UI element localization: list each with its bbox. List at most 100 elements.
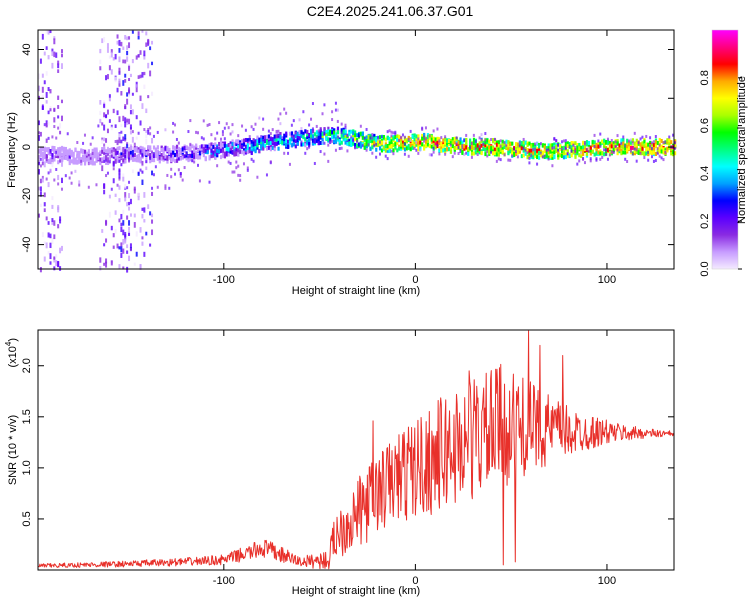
spectrogram-cell <box>124 35 127 40</box>
spectrogram-cell <box>124 104 127 109</box>
spectrogram-cell <box>233 152 236 157</box>
spectrogram-cell <box>411 134 414 139</box>
spectrogram-cell <box>511 141 514 146</box>
spectrogram-cell <box>564 141 568 146</box>
spectrogram-cell <box>149 211 152 216</box>
spectrogram-cell <box>168 153 171 158</box>
spectrogram-cell <box>55 167 58 171</box>
spectrogram-cell <box>304 137 307 142</box>
spectrogram-cell <box>128 77 131 82</box>
spectrogram-cell <box>273 141 276 146</box>
spectrogram-cell <box>122 80 125 86</box>
spectrogram-cell <box>82 158 85 163</box>
spectrogram-cell <box>118 246 121 250</box>
spectrogram-cell <box>442 144 445 149</box>
spectrogram-cell <box>114 76 117 83</box>
spectrogram-cell <box>126 202 129 207</box>
spectrogram-cell <box>386 130 389 134</box>
spectrogram-cell <box>39 178 42 184</box>
spectrogram-cell <box>258 116 261 120</box>
spectrogram-cell <box>62 146 66 151</box>
spectrogram-cell <box>143 251 146 257</box>
spectrogram-cell <box>118 177 121 181</box>
spectrogram-cell <box>545 151 548 156</box>
spectrogram-cell <box>493 137 496 141</box>
spectrogram-cell <box>338 138 341 143</box>
spectrogram-cell <box>103 156 106 161</box>
spectrogram-cell <box>340 132 343 137</box>
spectrogram-cell <box>672 150 675 155</box>
spectrogram-cell <box>310 128 313 133</box>
spectrogram-cell <box>350 129 353 134</box>
spectrogram-cell <box>637 150 640 155</box>
spectrogram-cell <box>151 219 154 224</box>
spectrogram-cell <box>461 150 464 155</box>
spectrogram-cell <box>352 141 355 146</box>
spectrogram-cell <box>120 242 123 247</box>
spectrogram-cell <box>294 144 297 149</box>
spectrogram-cell <box>597 141 600 146</box>
spectrogram-cell <box>118 173 121 179</box>
spectrogram-cell <box>426 141 430 146</box>
spectrogram-cell <box>589 148 592 153</box>
spectrogram-cell <box>122 59 125 64</box>
spectrogram-cell <box>273 134 276 139</box>
spectrogram-cell <box>421 136 424 141</box>
spectrogram-cell <box>426 134 430 139</box>
spectrogram-cell <box>233 170 236 174</box>
spectrogram-cell <box>89 160 92 165</box>
spectrogram-cell <box>398 146 401 151</box>
spectrogram-cell <box>120 152 123 157</box>
spectrogram-cell <box>296 138 299 143</box>
spectrogram-cell <box>409 139 412 143</box>
spectrogram-cell <box>566 144 569 149</box>
spectrogram-cell <box>49 242 52 249</box>
spectrogram-cell <box>87 185 90 189</box>
spectrogram-cell <box>333 130 336 135</box>
spectrogram-cell <box>49 168 52 174</box>
spectrogram-cell <box>112 151 115 157</box>
spectrogram-cell <box>108 148 112 153</box>
spectrogram-cell <box>319 129 322 133</box>
spectrogram-cell <box>41 157 45 162</box>
spectrogram-cell <box>133 147 136 152</box>
figure-title: C2E4.2025.241.06.37.G01 <box>307 3 474 19</box>
spectrogram-cell <box>403 142 406 146</box>
spectrogram-cell <box>417 147 420 152</box>
spectrogram-cell <box>595 142 598 147</box>
spectrogram-cell <box>89 153 92 158</box>
spectrogram-cell <box>174 146 177 151</box>
spectrogram-cell <box>141 213 144 219</box>
spectrogram-cell <box>334 108 337 112</box>
spectrogram-cell <box>566 153 569 158</box>
spectrogram-cell <box>38 169 40 175</box>
spectrogram-cell <box>635 150 638 155</box>
spectrogram-cell <box>507 158 510 162</box>
spectrogram-cell <box>317 141 320 146</box>
spectrogram-cell <box>129 150 133 155</box>
spectrogram-cell <box>652 159 655 163</box>
spectrogram-cell <box>105 158 108 162</box>
spectrogram-cell <box>411 140 414 145</box>
spectrogram-cell <box>141 72 144 78</box>
spectrogram-cell <box>599 144 602 148</box>
spectrogram-cell <box>128 150 131 155</box>
spectrogram-cell <box>446 138 449 143</box>
spectrogram-cell <box>344 123 347 127</box>
spectrogram-cell <box>45 216 48 221</box>
spectrogram-cell <box>128 180 131 184</box>
spectrogram-cell <box>449 141 453 146</box>
spectrogram-cell <box>509 149 512 154</box>
spectrogram-cell <box>361 135 364 140</box>
spectrogram-cell <box>256 135 259 140</box>
spectrogram-cell <box>143 207 146 213</box>
spectrogram-cell <box>116 150 119 155</box>
spectrogram-cell <box>164 154 167 159</box>
spectrogram-cell <box>57 95 60 100</box>
spectrogram-cell <box>392 131 395 135</box>
spectrogram-cell <box>59 266 62 271</box>
spectrogram-cell <box>501 149 504 154</box>
spectrogram-cell <box>126 244 129 249</box>
spectrogram-cell <box>250 157 253 161</box>
spectrogram-cell <box>562 155 566 160</box>
